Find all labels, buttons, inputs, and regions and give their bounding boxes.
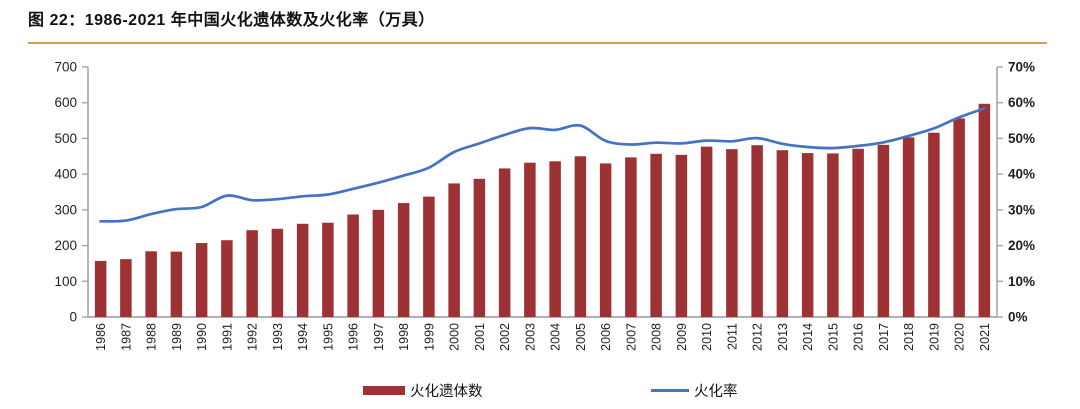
- bar-2019: [928, 132, 940, 317]
- right-axis-label-20%: 20%: [1008, 238, 1035, 253]
- right-axis-label-30%: 30%: [1008, 202, 1035, 217]
- bar-1997: [372, 209, 385, 317]
- x-label-2005: 2005: [574, 323, 588, 351]
- bar-1988: [145, 251, 157, 317]
- title-underline: [28, 42, 1047, 44]
- right-axis-label-70%: 70%: [1008, 60, 1035, 75]
- bar-2021: [978, 103, 991, 317]
- bar-2000: [448, 183, 460, 317]
- x-label-1992: 1992: [246, 323, 260, 351]
- bar-2016: [852, 148, 864, 317]
- bar-1998: [397, 203, 410, 317]
- bar-1986: [94, 260, 107, 317]
- bar-2010: [700, 146, 713, 317]
- x-label-1993: 1993: [271, 323, 285, 351]
- x-label-2013: 2013: [776, 323, 790, 351]
- left-axis-label-400: 400: [54, 167, 77, 182]
- x-label-2020: 2020: [953, 323, 967, 351]
- bar-2013: [776, 150, 789, 317]
- x-label-2008: 2008: [650, 323, 664, 351]
- x-label-1994: 1994: [296, 323, 310, 351]
- x-label-2012: 2012: [751, 323, 765, 351]
- bar-2012: [751, 145, 763, 317]
- x-label-2002: 2002: [498, 323, 512, 351]
- x-label-2015: 2015: [826, 323, 840, 351]
- x-label-1999: 1999: [422, 323, 436, 351]
- bar-1992: [246, 230, 258, 317]
- x-label-1998: 1998: [397, 323, 411, 351]
- x-label-2001: 2001: [473, 323, 487, 351]
- left-axis-label-100: 100: [54, 274, 77, 289]
- x-label-2000: 2000: [448, 323, 462, 351]
- bar-2006: [599, 163, 612, 317]
- bar-2007: [625, 157, 637, 317]
- bar-2008: [650, 153, 662, 317]
- right-axis-label-40%: 40%: [1008, 167, 1035, 182]
- bar-1996: [347, 214, 359, 317]
- left-axis-label-300: 300: [54, 202, 77, 217]
- x-label-2010: 2010: [700, 323, 714, 351]
- left-axis-label-600: 600: [54, 95, 77, 110]
- left-axis-label-700: 700: [54, 60, 77, 75]
- x-label-1990: 1990: [195, 323, 209, 351]
- x-label-2011: 2011: [725, 323, 739, 350]
- left-axis-label-0: 0: [69, 310, 77, 325]
- bar-1991: [221, 240, 233, 317]
- right-axis-label-50%: 50%: [1008, 131, 1035, 146]
- bar-2002: [498, 168, 511, 317]
- bar-1990: [195, 243, 208, 317]
- rate-line: [99, 107, 986, 223]
- x-label-1986: 1986: [94, 323, 108, 351]
- x-label-1988: 1988: [145, 323, 159, 351]
- x-label-1987: 1987: [119, 323, 133, 351]
- right-axis-label-0%: 0%: [1008, 310, 1028, 325]
- x-label-1997: 1997: [372, 323, 386, 351]
- bar-2005: [574, 156, 587, 317]
- bar-1987: [120, 259, 132, 317]
- legend-bar-label: 火化遗体数: [410, 383, 483, 400]
- left-axis-label-200: 200: [54, 238, 77, 253]
- bar-1999: [423, 196, 435, 317]
- bar-1995: [322, 222, 334, 317]
- x-label-1991: 1991: [220, 323, 234, 351]
- bar-2017: [877, 144, 890, 317]
- bar-2003: [524, 162, 536, 317]
- bar-2018: [902, 137, 915, 317]
- left-axis-label-500: 500: [54, 131, 77, 146]
- bar-2020: [953, 118, 965, 318]
- x-label-2003: 2003: [523, 323, 537, 351]
- legend-line-label: 火化率: [694, 383, 738, 400]
- bar-2011: [726, 149, 738, 317]
- x-label-2019: 2019: [927, 323, 941, 351]
- x-label-1989: 1989: [170, 323, 184, 351]
- x-label-2007: 2007: [624, 323, 638, 351]
- bar-1989: [170, 251, 183, 317]
- bar-2004: [549, 161, 561, 317]
- bar-1994: [296, 223, 309, 317]
- bar-2009: [675, 154, 688, 317]
- figure-title: 图 22：1986-2021 年中国火化遗体数及火化率（万具）: [28, 12, 435, 29]
- right-axis-label-60%: 60%: [1008, 95, 1035, 110]
- x-label-2004: 2004: [549, 323, 563, 351]
- bar-1993: [271, 228, 284, 317]
- x-label-1995: 1995: [321, 323, 335, 351]
- x-label-1996: 1996: [347, 323, 361, 351]
- legend-bar-swatch: [363, 386, 405, 395]
- x-label-2009: 2009: [675, 323, 689, 351]
- bar-2014: [801, 153, 814, 317]
- bar-2001: [473, 178, 486, 317]
- x-label-2016: 2016: [852, 323, 866, 351]
- right-axis-label-10%: 10%: [1008, 274, 1035, 289]
- x-label-2006: 2006: [599, 323, 613, 351]
- x-label-2014: 2014: [801, 323, 815, 351]
- x-label-2018: 2018: [902, 323, 916, 351]
- x-label-2017: 2017: [877, 323, 891, 351]
- x-label-2021: 2021: [978, 323, 992, 351]
- bar-2015: [827, 153, 839, 317]
